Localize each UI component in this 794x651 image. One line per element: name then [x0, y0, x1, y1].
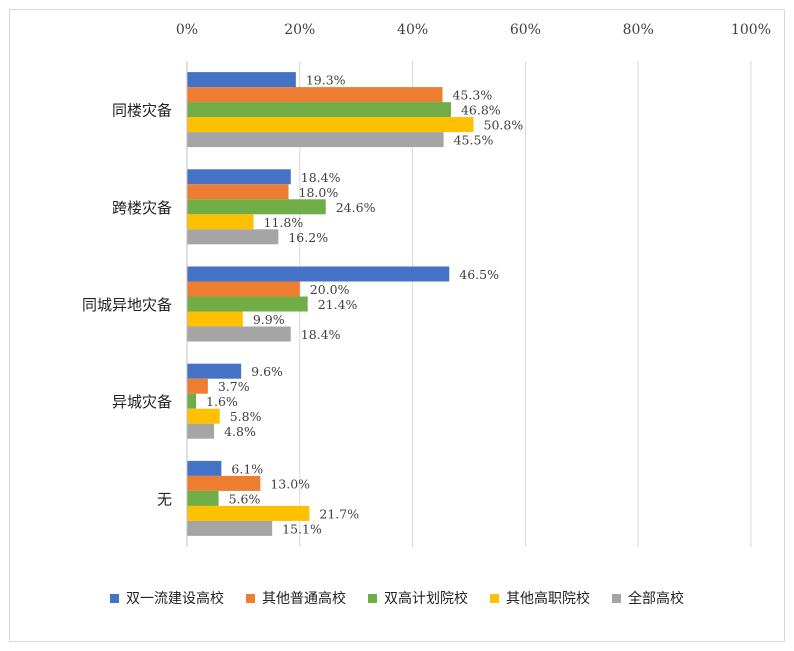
tick-label: 80%: [623, 22, 654, 38]
data-label: 5.6%: [229, 491, 261, 506]
data-label: 18.0%: [299, 185, 339, 200]
bar: [187, 199, 326, 215]
bar: [187, 326, 291, 342]
legend-label: 双一流建设高校: [126, 591, 224, 607]
tick-label: 40%: [397, 22, 428, 38]
legend-swatch: [490, 593, 499, 603]
legend-item: 全部高校: [612, 588, 684, 608]
tick-label: 100%: [731, 22, 771, 38]
data-label: 6.1%: [231, 461, 263, 476]
category-label: 同楼灾备: [112, 102, 172, 120]
bar: [187, 184, 289, 200]
legend-swatch: [612, 593, 621, 603]
bar: [187, 281, 300, 297]
data-label: 9.9%: [253, 312, 285, 327]
tick-label: 60%: [510, 22, 541, 38]
bar: [187, 490, 219, 506]
legend-item: 双高计划院校: [368, 588, 468, 608]
legend-label: 其他普通高校: [262, 591, 346, 607]
data-label: 21.7%: [319, 506, 359, 521]
legend-swatch: [246, 593, 255, 603]
bar: [187, 117, 474, 133]
data-label: 4.8%: [224, 424, 256, 439]
bar: [187, 460, 222, 476]
bar: [187, 102, 451, 118]
category-label: 无: [157, 490, 172, 508]
bar: [187, 423, 215, 439]
bar: [187, 296, 308, 312]
data-labels: 19.3%45.3%46.8%50.8%45.5%18.4%18.0%24.6%…: [206, 73, 523, 537]
data-label: 20.0%: [310, 282, 350, 297]
bar: [187, 520, 273, 536]
bar: [187, 363, 242, 379]
bar: [187, 214, 254, 230]
data-label: 45.3%: [452, 88, 492, 103]
data-label: 19.3%: [306, 73, 346, 88]
data-label: 18.4%: [301, 170, 341, 185]
bar: [187, 87, 443, 103]
data-label: 45.5%: [454, 133, 494, 148]
chart-frame: [9, 9, 785, 642]
data-label: 13.0%: [270, 476, 310, 491]
legend-swatch: [110, 593, 119, 603]
value-axis-ticks: 0% 20% 40% 60% 80% 100%: [176, 22, 771, 38]
legend-label: 双高计划院校: [384, 591, 468, 607]
data-label: 9.6%: [251, 364, 283, 379]
data-label: 24.6%: [336, 200, 376, 215]
legend-label: 全部高校: [628, 591, 684, 607]
bar: [187, 378, 208, 394]
data-label: 15.1%: [282, 521, 322, 536]
legend-item: 双一流建设高校: [110, 588, 224, 608]
data-label: 50.8%: [484, 118, 524, 133]
bar: [187, 229, 279, 245]
bar: [187, 505, 310, 521]
bar: [187, 132, 444, 148]
data-label: 46.8%: [461, 103, 501, 118]
data-label: 18.4%: [301, 327, 341, 342]
data-label: 16.2%: [288, 230, 328, 245]
bar: [187, 311, 243, 327]
bars: [187, 72, 474, 536]
data-label: 46.5%: [459, 267, 499, 282]
tick-label: 20%: [284, 22, 315, 38]
bar: [187, 393, 197, 409]
bar: [187, 408, 220, 424]
category-label: 同城异地灾备: [82, 296, 172, 314]
data-label: 5.8%: [230, 409, 262, 424]
data-label: 11.8%: [264, 215, 304, 230]
legend-item: 其他普通高校: [246, 588, 346, 608]
legend-swatch: [368, 593, 377, 603]
data-label: 1.6%: [206, 394, 238, 409]
bar: [187, 475, 261, 491]
legend: 双一流建设高校 其他普通高校 双高计划院校 其他高职院校 全部高校: [0, 588, 794, 608]
tick-label: 0%: [176, 22, 198, 38]
data-label: 3.7%: [218, 379, 250, 394]
category-label: 跨楼灾备: [112, 199, 172, 217]
data-label: 21.4%: [318, 297, 358, 312]
category-label: 异城灾备: [112, 393, 172, 411]
legend-item: 其他高职院校: [490, 588, 590, 608]
bar: [187, 266, 450, 282]
bar: [187, 72, 296, 88]
legend-label: 其他高职院校: [506, 591, 590, 607]
bar: [187, 169, 291, 185]
